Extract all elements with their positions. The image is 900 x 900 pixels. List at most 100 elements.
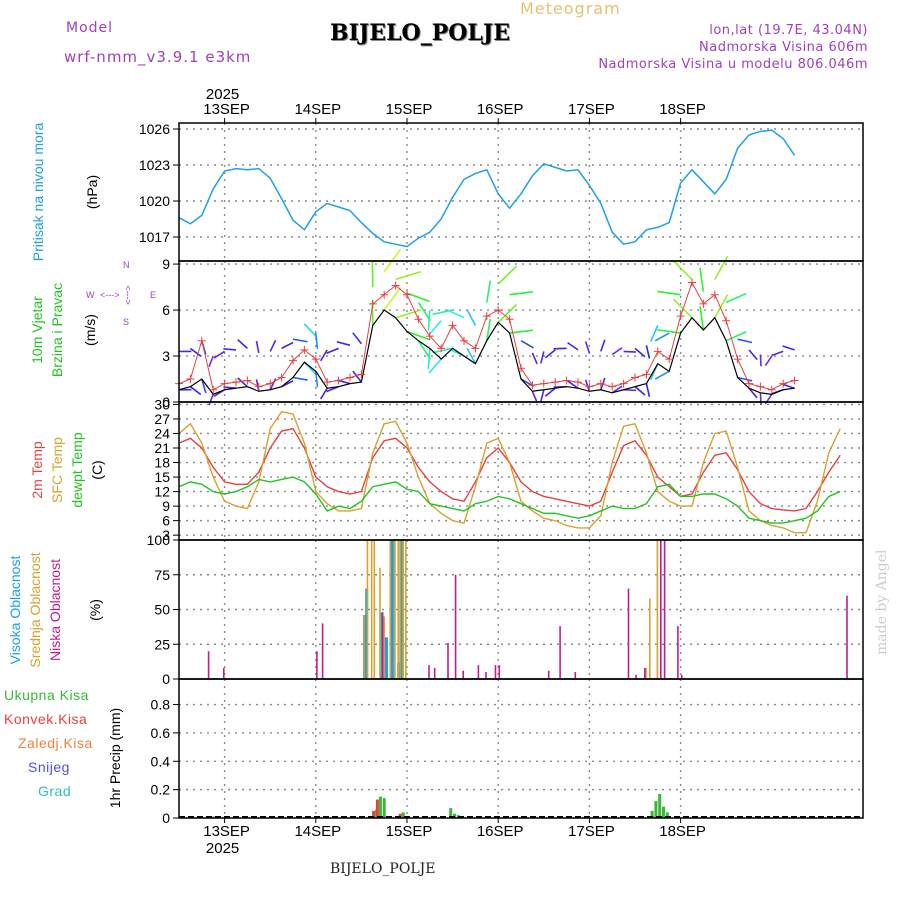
wind-arrow <box>303 323 318 338</box>
wind-gust-marker <box>311 355 320 364</box>
wind-gust-marker <box>608 382 617 391</box>
y-tick-label: 12 <box>154 484 170 500</box>
wind-gust-marker <box>482 312 491 321</box>
wind-arrow <box>497 303 518 323</box>
page-title: BIJELO_POLJE <box>330 20 511 46</box>
compass-south: S <box>123 317 129 327</box>
wind-arrow <box>315 371 319 388</box>
wind-gust-marker <box>380 290 389 299</box>
wind-arrow <box>497 265 518 285</box>
wind-gust-marker <box>323 378 332 387</box>
wind-gust-marker <box>346 373 354 382</box>
wind-arrow <box>352 370 363 383</box>
wind-gust-marker <box>733 355 742 364</box>
y-tick-label: 0 <box>162 671 170 687</box>
wind-gust-marker <box>277 373 286 382</box>
wind-axis-label-1: 10m Vjetar <box>29 296 45 364</box>
x-year-bottom: 2025 <box>206 840 239 857</box>
y-tick-label: 0.4 <box>151 753 171 769</box>
wind-arrow <box>714 255 729 280</box>
wind-gust-marker <box>289 356 297 365</box>
y-tick-label: 18 <box>154 455 170 471</box>
wind-arrow <box>771 350 784 357</box>
x-day-label-bottom: 15SEP <box>386 823 433 840</box>
wind-arrow <box>544 387 556 397</box>
wind-arrow <box>782 383 795 389</box>
wind-gust-marker <box>745 379 753 388</box>
wind-arrow <box>737 376 753 382</box>
wind-gust-marker <box>676 312 685 321</box>
wind-arrow <box>395 270 422 281</box>
wind-gust-marker <box>585 382 594 391</box>
wind-arrow <box>189 386 202 396</box>
wind-gust-marker <box>391 281 400 290</box>
y-tick-label: 50 <box>154 602 170 618</box>
altitude-label: Nadmorska Visina 606m <box>699 40 868 55</box>
conv_rain-bar <box>375 799 379 818</box>
wind-arrow <box>428 358 442 374</box>
wind-gust-marker <box>334 376 343 385</box>
wind-gust-marker <box>722 316 731 325</box>
wind-arrow <box>281 341 294 350</box>
wind-gust-marker <box>232 378 240 387</box>
wind-arrow <box>189 347 202 357</box>
wind-arrow <box>208 394 214 406</box>
wind-gust-marker <box>790 376 799 385</box>
wind-gust-marker <box>517 364 525 373</box>
wind-gust-marker <box>539 379 548 388</box>
y-tick-label: 9 <box>162 256 170 272</box>
x-day-label-top: 17SEP <box>568 101 615 118</box>
wind-arrow <box>567 380 579 389</box>
wind-gust-marker <box>209 385 218 394</box>
y-tick-label: 1026 <box>139 121 170 137</box>
wind-arrow <box>782 345 795 351</box>
wind-gust-marker <box>665 355 674 364</box>
y-tick-label: 25 <box>154 636 170 652</box>
y-tick-label: 6 <box>162 513 170 529</box>
wind-arrow <box>634 386 646 396</box>
x-day-label-top: 14SEP <box>294 101 341 118</box>
wind-arrow <box>540 389 545 402</box>
wind-arrow <box>292 338 308 343</box>
wind-arrow <box>759 392 762 405</box>
y-tick-label: 0.8 <box>151 697 171 713</box>
wind-arrow <box>623 350 637 353</box>
x-year-top: 2025 <box>206 86 239 103</box>
x-day-label-top: 18SEP <box>659 101 706 118</box>
wind-gust-marker <box>574 378 582 387</box>
wind-arrow <box>645 345 651 359</box>
y-tick-label: 3 <box>162 348 170 364</box>
bottom-station-label: BIJELO_POLJE <box>330 861 436 877</box>
precip-legend-item: Zaledj.Kisa <box>18 735 93 751</box>
wind-arrow <box>649 325 659 342</box>
y-tick-label: 0.6 <box>151 725 171 741</box>
model-altitude-label: Nadmorska Visina u modelu 806.046m <box>598 57 868 72</box>
precip-legend-item: Konvek.Kisa <box>4 711 87 727</box>
wind-gust-marker <box>220 379 229 388</box>
wind-arrow <box>428 320 442 336</box>
wind-gust-marker <box>688 278 696 287</box>
y-tick-label: 1023 <box>139 157 170 173</box>
wind-arrow <box>237 339 248 349</box>
wind-gust-marker <box>642 370 651 379</box>
y-tick-label: 27 <box>154 411 170 427</box>
cloud-unit-label: (%) <box>87 599 103 621</box>
wind-gust-marker <box>437 344 446 353</box>
wind-gust-marker <box>254 382 263 391</box>
wind-arrow <box>336 341 351 347</box>
model-label: Model <box>66 20 114 36</box>
x-day-label-top: 13SEP <box>203 101 250 118</box>
wind-gust-marker <box>653 347 662 356</box>
wind-gust-marker <box>562 376 571 385</box>
wind-arrow <box>255 340 260 354</box>
wind-arrow <box>319 387 328 400</box>
compass-north: N <box>123 260 130 270</box>
wind-arrow <box>748 387 758 399</box>
x-day-label-top: 15SEP <box>386 101 433 118</box>
wind-axis-label-2: Brzina i Pravac <box>49 283 65 377</box>
wind-arrow <box>699 305 705 331</box>
y-tick-label: 1017 <box>139 229 170 245</box>
y-tick-label: 1020 <box>139 193 170 209</box>
wind-gust-marker <box>197 336 206 345</box>
wind-arrow <box>611 385 623 394</box>
